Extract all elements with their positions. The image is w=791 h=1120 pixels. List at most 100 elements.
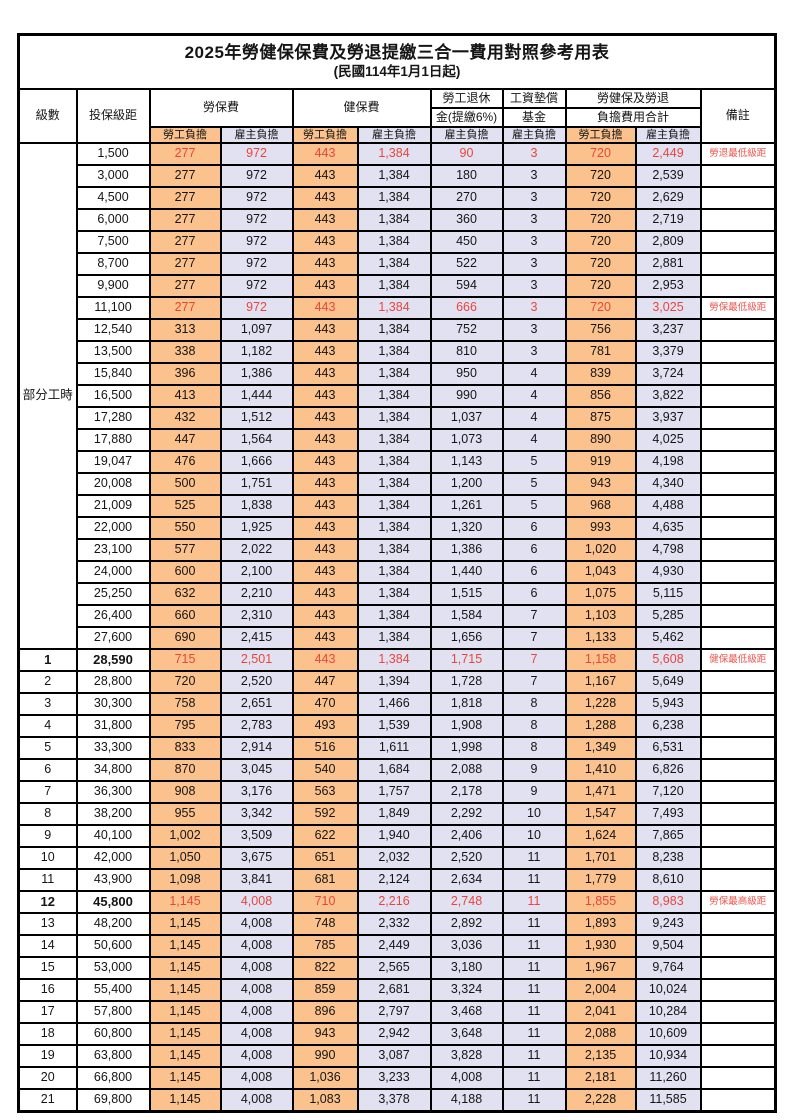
value-cell: 2,565 [356, 956, 432, 980]
value-cell: 3 [501, 296, 567, 320]
subheader-pension-employer: 雇主負擔 [429, 126, 504, 144]
value-cell: 6 [501, 538, 567, 562]
level-cell: 7 [17, 780, 78, 804]
remark-cell [699, 824, 777, 848]
value-cell: 11 [501, 1066, 567, 1090]
value-cell: 1,320 [429, 516, 504, 540]
value-cell: 3,509 [219, 824, 294, 848]
remark-cell [699, 318, 777, 342]
table-row: 6,000 277 972 443 1,384 360 3 720 2,719 [19, 208, 777, 232]
value-cell: 11 [501, 978, 567, 1002]
value-cell: 443 [291, 384, 359, 408]
value-cell: 2,520 [429, 846, 504, 870]
level-cell: 3 [17, 692, 78, 716]
value-cell: 447 [291, 670, 359, 694]
value-cell: 5 [501, 450, 567, 474]
table-row: 3 30,300 758 2,651 470 1,466 1,818 8 1,228 5,943 [17, 692, 777, 716]
value-cell: 2,449 [634, 142, 702, 166]
value-cell: 990 [291, 1044, 359, 1068]
col-header-pension-line2: 金(提繳6%) [429, 107, 504, 128]
remark-cell [699, 164, 777, 188]
value-cell: 6 [501, 516, 567, 540]
subheader-total-employee: 勞工負擔 [564, 126, 637, 144]
subheader-total-employer: 雇主負擔 [634, 126, 702, 144]
value-cell: 972 [219, 142, 294, 166]
remark-cell [699, 252, 777, 276]
value-cell: 4,008 [219, 1066, 294, 1090]
remark-cell [699, 692, 777, 716]
page-subtitle: (民國114年1月1日起) [333, 63, 461, 79]
value-cell: 710 [291, 890, 359, 914]
bracket-cell: 55,400 [75, 978, 151, 1002]
value-cell: 2,100 [219, 560, 294, 584]
bracket-cell: 13,500 [75, 340, 151, 364]
value-cell: 2,634 [429, 868, 504, 892]
value-cell: 550 [148, 516, 222, 540]
table-row: 13 48,200 1,145 4,008 748 2,332 2,892 11 1,893 9,… [17, 912, 777, 936]
value-cell: 2,942 [356, 1022, 432, 1046]
value-cell: 2,332 [356, 912, 432, 936]
table-row: 19 63,800 1,145 4,008 990 3,087 3,828 11 2,135 10… [17, 1044, 777, 1068]
col-header-total-line2: 負擔費用合計 [564, 107, 702, 128]
value-cell: 8 [501, 736, 567, 760]
value-cell: 720 [564, 274, 637, 298]
value-cell: 2,228 [564, 1088, 637, 1113]
value-cell: 1,145 [148, 1044, 222, 1068]
value-cell: 950 [429, 362, 504, 386]
bracket-cell: 23,100 [75, 538, 151, 562]
bracket-cell: 57,800 [75, 1000, 151, 1024]
value-cell: 1,384 [356, 186, 432, 210]
value-cell: 1,384 [356, 450, 432, 474]
table-row: 15 53,000 1,145 4,008 822 2,565 3,180 11 1,967 9,… [17, 956, 777, 980]
subheader-health-employee: 勞工負擔 [291, 126, 359, 144]
value-cell: 443 [291, 406, 359, 430]
value-cell: 781 [564, 340, 637, 364]
remark-cell [699, 802, 777, 826]
value-cell: 1,384 [356, 164, 432, 188]
value-cell: 4,188 [429, 1088, 504, 1113]
value-cell: 3 [501, 340, 567, 364]
value-cell: 972 [219, 296, 294, 320]
bracket-cell: 17,880 [75, 428, 151, 452]
table-row: 24,000 600 2,100 443 1,384 1,440 6 1,043 4,930 [19, 560, 777, 584]
remark-cell [699, 406, 777, 430]
value-cell: 1,083 [291, 1088, 359, 1113]
value-cell: 1,143 [429, 450, 504, 474]
value-cell: 720 [564, 186, 637, 210]
bracket-cell: 28,800 [75, 670, 151, 694]
level-cell: 13 [17, 912, 78, 936]
remark-cell [699, 626, 777, 650]
value-cell: 3,176 [219, 780, 294, 804]
remark-cell [699, 736, 777, 760]
bracket-cell: 66,800 [75, 1066, 151, 1090]
value-cell: 4,488 [634, 494, 702, 518]
col-header-pension-line1: 勞工退休 [429, 88, 504, 109]
remark-cell [699, 538, 777, 562]
value-cell: 1,200 [429, 472, 504, 496]
table-row: 9 40,100 1,002 3,509 622 1,940 2,406 10 1,624 7,8… [17, 824, 777, 848]
bracket-cell: 16,500 [75, 384, 151, 408]
value-cell: 1,261 [429, 494, 504, 518]
value-cell: 3,324 [429, 978, 504, 1002]
bracket-cell: 31,800 [75, 714, 151, 738]
table-row: 部分工時 1,500 277 972 443 1,384 90 3 720 2,449 勞退最低級距 [17, 142, 777, 650]
value-cell: 277 [148, 296, 222, 320]
value-cell: 3,025 [634, 296, 702, 320]
bracket-cell: 7,500 [75, 230, 151, 254]
value-cell: 4,008 [219, 1088, 294, 1113]
value-cell: 3 [501, 164, 567, 188]
level-cell: 8 [17, 802, 78, 826]
value-cell: 1,145 [148, 978, 222, 1002]
remark-cell [699, 1000, 777, 1024]
value-cell: 1,925 [219, 516, 294, 540]
value-cell: 500 [148, 472, 222, 496]
remark-cell [699, 582, 777, 606]
value-cell: 1,394 [356, 670, 432, 694]
value-cell: 1,145 [148, 890, 222, 914]
remark-cell [699, 494, 777, 518]
remark-cell [699, 230, 777, 254]
value-cell: 3,724 [634, 362, 702, 386]
value-cell: 1,145 [148, 1000, 222, 1024]
bracket-cell: 60,800 [75, 1022, 151, 1046]
value-cell: 1,384 [356, 428, 432, 452]
